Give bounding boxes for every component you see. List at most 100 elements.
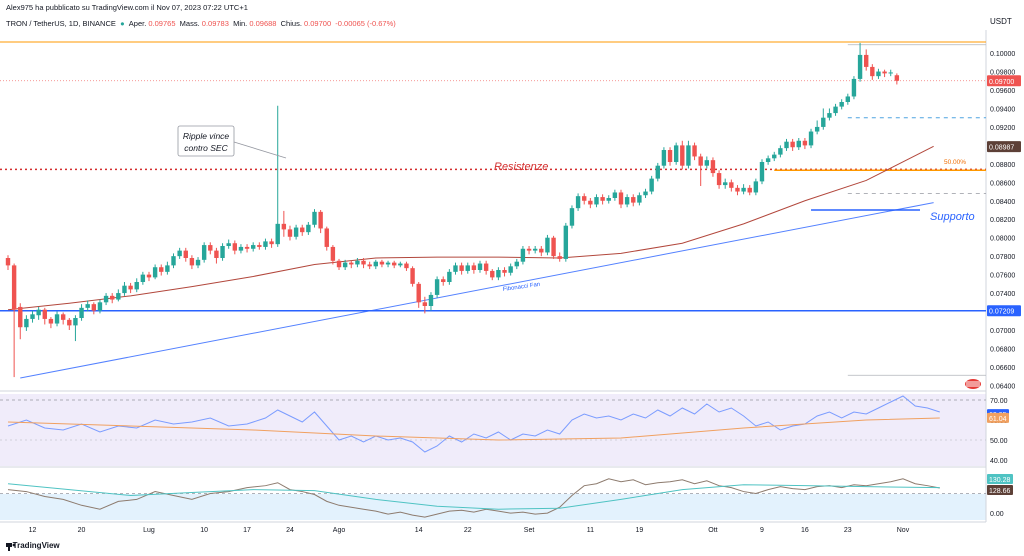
time-tick-label: 17 [243, 527, 251, 534]
price-label-box [987, 305, 1021, 317]
candle-body [183, 250, 188, 258]
time-tick-label: Lug [143, 527, 155, 534]
candle-body [833, 106, 838, 114]
candle-body [790, 141, 795, 148]
drawn-lines [0, 41, 986, 379]
high-value: 0.09783 [201, 19, 229, 28]
tradingview-logo-icon [6, 543, 16, 551]
cci-value-label: 128.66 [989, 488, 1011, 495]
candle-body [146, 274, 152, 278]
candle-body [293, 227, 299, 237]
candle-body [165, 265, 170, 272]
rsi-tick-label: 70.00 [990, 398, 1008, 405]
rsi-tick-label: 40.00 [990, 458, 1008, 465]
candle-body [152, 267, 158, 278]
candle-body [404, 263, 409, 269]
candle-body [778, 148, 783, 155]
time-tick-label: Nov [897, 527, 910, 534]
candle-body [569, 208, 575, 226]
candle-body [539, 248, 544, 253]
candle-body [655, 165, 660, 179]
time-tick-label: Set [524, 527, 535, 534]
candle-body [189, 258, 195, 266]
candle-body [870, 66, 875, 77]
moving-average-line [7, 145, 934, 311]
candle-body [563, 225, 569, 259]
candle-body [232, 243, 238, 251]
candle-body [612, 192, 618, 198]
price-tick-label: 0.09800 [990, 70, 1015, 77]
footer-brand-text: TradingView [12, 541, 60, 550]
low-label: Min. [233, 19, 248, 28]
candle-body [765, 158, 771, 162]
candle-body [79, 307, 84, 318]
candle-body [667, 150, 673, 162]
candle-body [814, 126, 820, 132]
candle-body [784, 141, 789, 149]
candle-body [716, 173, 722, 186]
candle-body [673, 145, 679, 162]
candle-body [48, 318, 54, 324]
candle-body [5, 258, 11, 266]
candle-body [134, 282, 139, 290]
cci-line [7, 478, 940, 518]
candle-body [575, 196, 581, 209]
flag-icon[interactable] [965, 379, 981, 389]
candle-body [496, 270, 501, 278]
time-tick-label: 20 [78, 527, 86, 534]
candle-body [729, 182, 734, 188]
candle-body [447, 271, 452, 282]
candle-body [490, 270, 495, 278]
price-label-box [987, 75, 1021, 87]
cci-value-box [987, 474, 1013, 484]
price-tick-label: 0.08200 [990, 217, 1015, 224]
price-tick-label: 0.06600 [990, 365, 1015, 372]
candle-body [306, 224, 311, 233]
candle-body [637, 195, 642, 203]
candle-body [594, 197, 599, 205]
candle-body [300, 227, 305, 233]
candle-body [128, 285, 133, 290]
cci-value-box [987, 485, 1013, 495]
candle-body [710, 160, 716, 174]
candle-body [582, 196, 587, 201]
candle-body [24, 318, 29, 328]
candle-body [557, 256, 562, 259]
price-label: 0.09700 [989, 79, 1014, 86]
time-tick-label: 12 [29, 527, 37, 534]
candle-body [324, 228, 329, 247]
candle-body [367, 264, 372, 267]
time-tick-label: 10 [200, 527, 208, 534]
candle-body [857, 54, 863, 79]
candle-body [631, 197, 636, 203]
currency-label: USDT [990, 17, 1012, 26]
candle-body [257, 245, 262, 247]
close-label: Chius. [280, 19, 302, 28]
candle-body [839, 102, 844, 107]
callout: Ripple vince contro SEC [177, 125, 287, 159]
price-tick-label: 0.09200 [990, 125, 1015, 132]
symbol-label[interactable]: TRON / TetherUS, 1D, BINANCE [6, 19, 116, 28]
candle-body [532, 248, 538, 251]
rsi_ma-line [7, 417, 940, 441]
open-label: Aper. [128, 19, 147, 28]
time-tick-label: 9 [760, 527, 764, 534]
candle-body [526, 248, 532, 251]
candle-body [97, 302, 103, 311]
candle-body [67, 319, 72, 326]
time-tick-label: Ott [708, 527, 717, 534]
candle-body [42, 309, 47, 319]
candle-body [545, 237, 550, 253]
candle-body [618, 192, 624, 205]
candle-body [73, 318, 78, 326]
candle-body [385, 262, 391, 265]
candle-body [624, 197, 630, 205]
time-tick-label: 19 [635, 527, 643, 534]
candle-body [459, 265, 464, 271]
price-tick-label: 0.08400 [990, 199, 1015, 206]
candle-body [428, 294, 434, 306]
candle-body [330, 246, 336, 261]
candle-body [661, 150, 667, 166]
